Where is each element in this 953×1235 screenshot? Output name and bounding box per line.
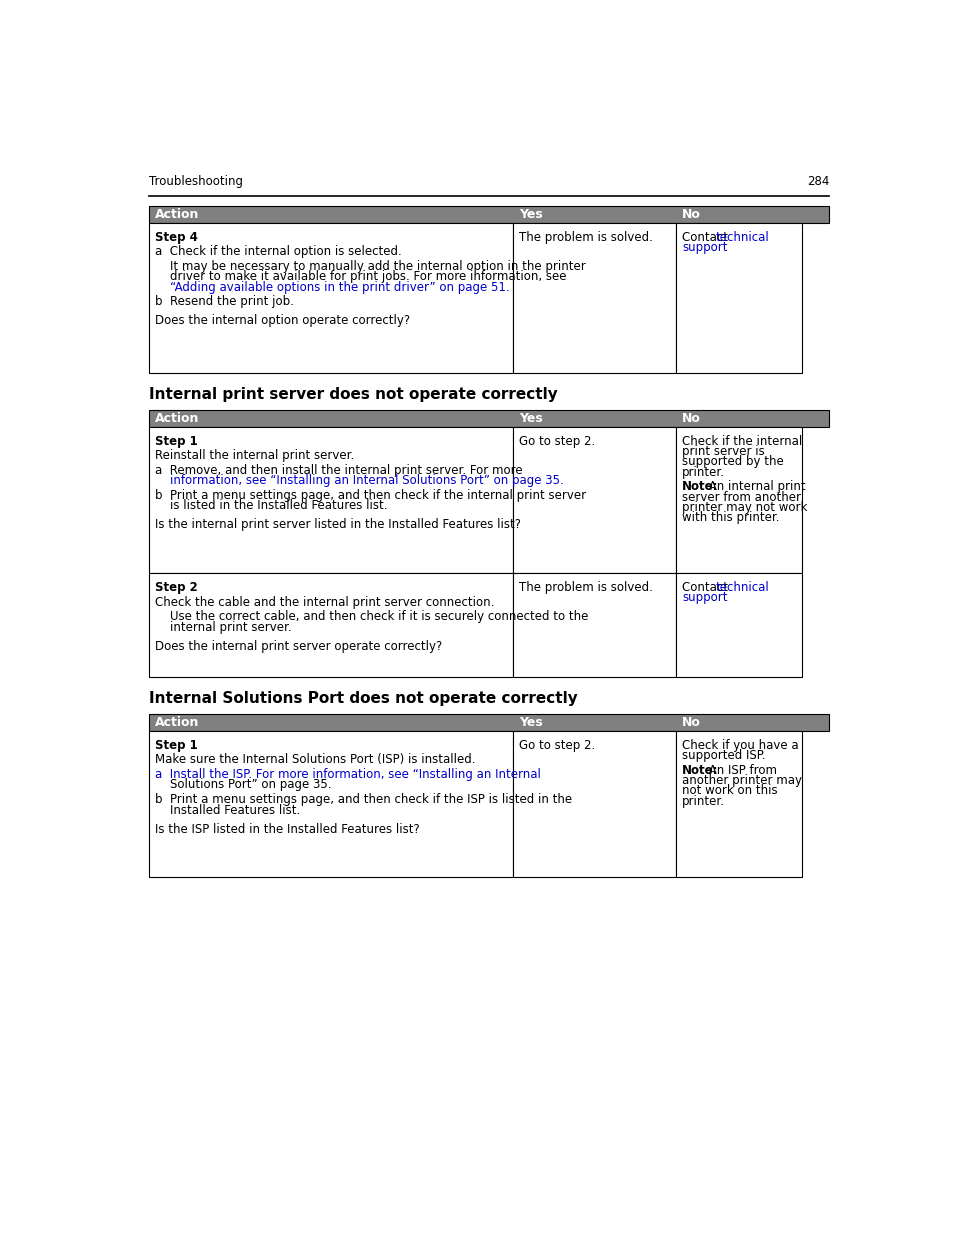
Text: Internal Solutions Port does not operate correctly: Internal Solutions Port does not operate…: [149, 692, 577, 706]
Bar: [676, 573, 801, 677]
Text: Yes: Yes: [518, 412, 542, 425]
Text: printer may not work: printer may not work: [681, 501, 807, 514]
Text: .: .: [711, 241, 715, 254]
Text: Is the internal print server listed in the Installed Features list?: Is the internal print server listed in t…: [154, 519, 520, 531]
Text: An internal print: An internal print: [705, 480, 805, 493]
Text: “Adding available options in the print driver” on page 51.: “Adding available options in the print d…: [171, 280, 510, 294]
Text: Is the ISP listed in the Installed Features list?: Is the ISP listed in the Installed Featu…: [154, 823, 419, 836]
Bar: [512, 427, 676, 573]
Text: print server is: print server is: [681, 445, 764, 458]
Text: printer.: printer.: [681, 466, 724, 479]
Text: Action: Action: [154, 716, 199, 729]
Text: Step 2: Step 2: [154, 580, 197, 594]
Text: Reinstall the internal print server.: Reinstall the internal print server.: [154, 450, 354, 462]
Text: Troubleshooting: Troubleshooting: [149, 175, 242, 188]
Bar: [676, 731, 801, 877]
Text: supported by the: supported by the: [681, 456, 783, 468]
Bar: [676, 222, 801, 373]
Text: Go to step 2.: Go to step 2.: [518, 739, 595, 752]
Text: Yes: Yes: [518, 716, 542, 729]
Bar: [149, 714, 828, 731]
Text: Contact: Contact: [681, 231, 731, 243]
Text: driver to make it available for print jobs. For more information, see: driver to make it available for print jo…: [171, 270, 566, 283]
Bar: [149, 222, 512, 373]
Bar: [149, 714, 828, 731]
Text: technical: technical: [715, 580, 768, 594]
Text: Yes: Yes: [518, 207, 542, 221]
Text: 284: 284: [806, 175, 828, 188]
Text: Action: Action: [154, 412, 199, 425]
Text: Check the cable and the internal print server connection.: Check the cable and the internal print s…: [154, 595, 494, 609]
Text: b  Print a menu settings page, and then check if the ISP is listed in the: b Print a menu settings page, and then c…: [154, 793, 572, 806]
Text: Use the correct cable, and then check if it is securely connected to the: Use the correct cable, and then check if…: [171, 610, 588, 624]
Text: support: support: [681, 241, 727, 254]
Text: supported ISP.: supported ISP.: [681, 750, 765, 762]
Text: technical: technical: [715, 231, 768, 243]
Text: Check if the internal: Check if the internal: [681, 435, 801, 447]
Text: Does the internal option operate correctly?: Does the internal option operate correct…: [154, 315, 410, 327]
Bar: [149, 410, 828, 427]
Text: support: support: [681, 592, 727, 604]
Text: Internal print server does not operate correctly: Internal print server does not operate c…: [149, 387, 557, 401]
Text: with this printer.: with this printer.: [681, 511, 779, 525]
Text: Contact: Contact: [681, 580, 731, 594]
Text: No: No: [681, 716, 700, 729]
Text: Note:: Note:: [681, 763, 718, 777]
Text: Does the internal print server operate correctly?: Does the internal print server operate c…: [154, 640, 441, 652]
Text: It may be necessary to manually add the internal option in the printer: It may be necessary to manually add the …: [171, 259, 585, 273]
Text: server from another: server from another: [681, 490, 801, 504]
Text: Step 4: Step 4: [154, 231, 197, 243]
Text: Note:: Note:: [681, 480, 718, 493]
Text: printer.: printer.: [681, 795, 724, 808]
Text: information, see “Installing an Internal Solutions Port” on page 35.: information, see “Installing an Internal…: [171, 474, 563, 488]
Text: a  Check if the internal option is selected.: a Check if the internal option is select…: [154, 246, 401, 258]
Text: Make sure the Internal Solutions Port (ISP) is installed.: Make sure the Internal Solutions Port (I…: [154, 753, 475, 767]
Text: is listed in the Installed Features list.: is listed in the Installed Features list…: [171, 499, 388, 513]
Text: Action: Action: [154, 207, 199, 221]
Text: .: .: [711, 592, 715, 604]
Text: Go to step 2.: Go to step 2.: [518, 435, 595, 447]
Text: not work on this: not work on this: [681, 784, 777, 798]
Bar: [676, 427, 801, 573]
Bar: [149, 731, 512, 877]
Bar: [149, 206, 828, 222]
Text: Check if you have a: Check if you have a: [681, 739, 798, 752]
Text: Installed Features list.: Installed Features list.: [171, 804, 300, 816]
Text: The problem is solved.: The problem is solved.: [518, 580, 652, 594]
Text: internal print server.: internal print server.: [171, 621, 292, 634]
Text: No: No: [681, 412, 700, 425]
Text: another printer may: another printer may: [681, 774, 801, 787]
Text: a  Remove, and then install the internal print server. For more: a Remove, and then install the internal …: [154, 464, 522, 477]
Bar: [149, 427, 512, 573]
Text: b  Print a menu settings page, and then check if the internal print server: b Print a menu settings page, and then c…: [154, 489, 585, 503]
Bar: [149, 206, 828, 222]
Bar: [149, 573, 512, 677]
Text: b  Resend the print job.: b Resend the print job.: [154, 295, 294, 309]
Text: Step 1: Step 1: [154, 435, 197, 447]
Text: a  Install the ISP. For more information, see “Installing an Internal: a Install the ISP. For more information,…: [154, 768, 540, 782]
Bar: [512, 573, 676, 677]
Bar: [512, 731, 676, 877]
Text: Step 1: Step 1: [154, 739, 197, 752]
Bar: [149, 410, 828, 427]
Bar: [512, 222, 676, 373]
Text: No: No: [681, 207, 700, 221]
Text: The problem is solved.: The problem is solved.: [518, 231, 652, 243]
Text: Solutions Port” on page 35.: Solutions Port” on page 35.: [171, 778, 332, 792]
Text: An ISP from: An ISP from: [705, 763, 777, 777]
